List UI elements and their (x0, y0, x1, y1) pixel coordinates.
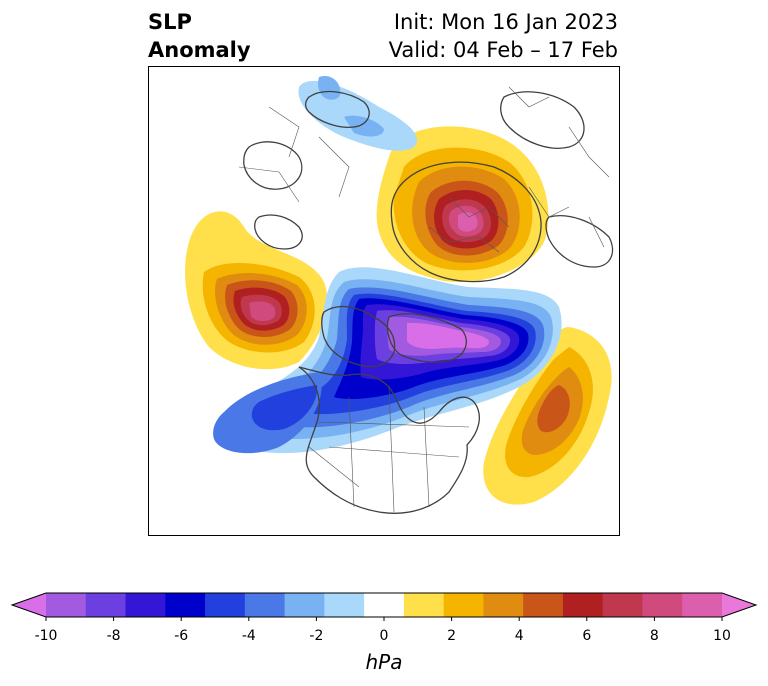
colorbar-segment (642, 593, 683, 617)
colorbar-segment (324, 593, 365, 617)
colorbar-tick-label: 8 (649, 628, 659, 644)
colorbar-tick-label: 10 (713, 628, 731, 644)
colorbar (10, 592, 758, 621)
colorbar-segment (483, 593, 524, 617)
valid-range: Valid: 04 Feb – 17 Feb (388, 38, 618, 62)
negative-anomaly-europe (298, 76, 418, 151)
colorbar-tick-label: -4 (241, 628, 256, 644)
anomaly-map (185, 76, 614, 514)
colorbar-segment (682, 593, 723, 617)
colorbar-segment (443, 593, 484, 617)
colorbar-segment (523, 593, 564, 617)
date-info: Init: Mon 16 Jan 2023 Valid: 04 Feb – 17… (389, 8, 618, 64)
colorbar-tick-label: 4 (514, 628, 524, 644)
colorbar-tick-label: -6 (174, 628, 189, 644)
colorbar-segment (46, 593, 87, 617)
negative-anomaly-greenland (219, 267, 562, 454)
map-panel (148, 66, 620, 536)
colorbar-tick-label: 6 (582, 628, 592, 644)
colorbar-segment (125, 593, 166, 617)
colorbar-segment (562, 593, 604, 617)
colorbar-segment (602, 593, 643, 617)
colorbar-tick-label: -8 (106, 628, 121, 644)
init-date: Init: Mon 16 Jan 2023 (393, 10, 618, 34)
colorbar-extend-low (12, 593, 46, 617)
colorbar-segment (284, 593, 325, 617)
colorbar-extend-high (722, 593, 756, 617)
title-line-2: Anomaly (148, 38, 251, 62)
positive-anomaly-atlantic (483, 327, 612, 505)
colorbar-segment (165, 593, 206, 617)
colorbar-segment (364, 593, 405, 617)
positive-anomaly-pacific (185, 211, 328, 370)
title-line-1: SLP (148, 10, 192, 34)
colorbar-units: hPa (365, 650, 403, 674)
map-title: SLP Anomaly (148, 8, 251, 64)
colorbar-segment (85, 593, 127, 617)
negative-anomaly-pacific (213, 372, 322, 454)
colorbar-tick-label: 0 (379, 628, 389, 644)
positive-anomaly-siberia (376, 126, 549, 283)
colorbar-tick-label: -2 (309, 628, 324, 644)
coastlines (243, 90, 614, 514)
colorbar-segment (205, 593, 246, 617)
colorbar-tick-label: 2 (447, 628, 457, 644)
colorbar-segment (244, 593, 286, 617)
colorbar-tick-label: -10 (34, 628, 58, 644)
colorbar-segment (403, 593, 445, 617)
borders (238, 86, 610, 513)
